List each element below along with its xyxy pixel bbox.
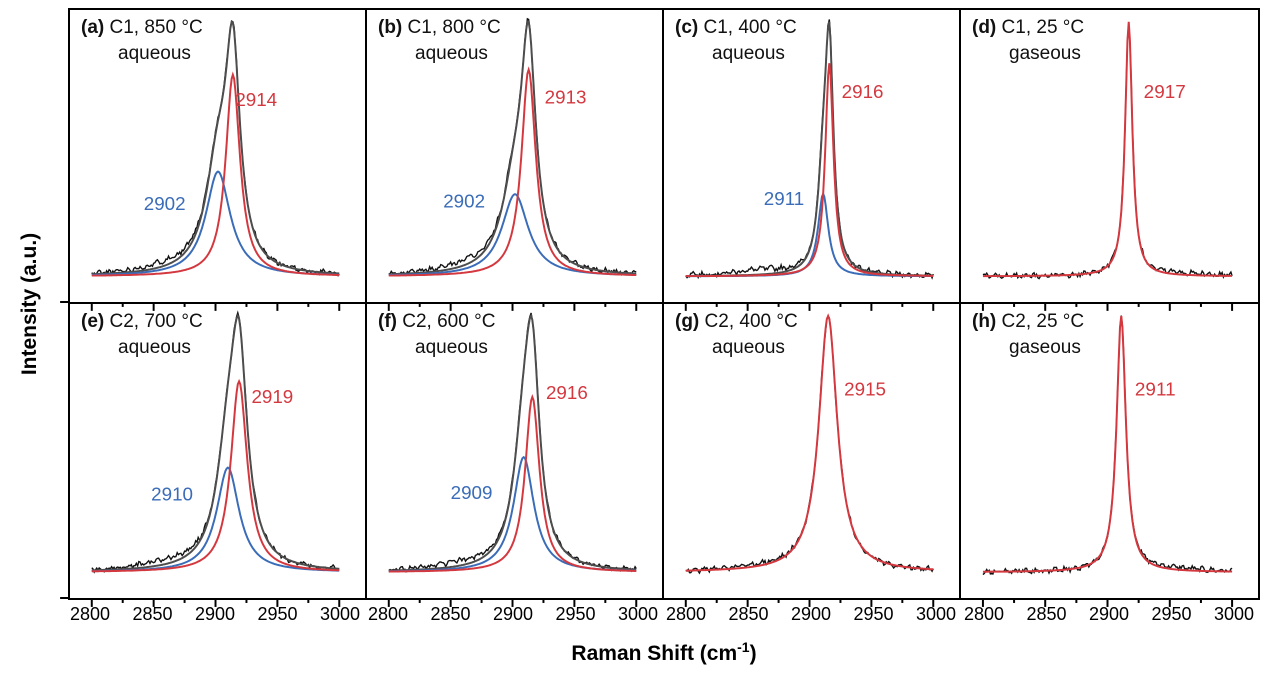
panel-condition: C1, 800 °C bbox=[407, 17, 501, 38]
x-axis-title-text: Raman Shift (cm bbox=[571, 642, 738, 665]
x-tick-label: 2900 bbox=[790, 604, 832, 624]
x-tick-label: 2900 bbox=[194, 604, 236, 624]
panel-condition: C2, 600 °C bbox=[402, 311, 496, 332]
peak-label-red: 2914 bbox=[235, 89, 277, 110]
panel-f: 2916 2909 (f) C2, 600 °C aqueous bbox=[367, 304, 664, 607]
peak-label-red: 2913 bbox=[545, 86, 587, 107]
panel-c: 2916 2911 (c) C1, 400 °C aqueous bbox=[664, 10, 961, 311]
panel-tag: (b) bbox=[378, 17, 403, 38]
panel-g: 2915 (g) C2, 400 °C aqueous bbox=[664, 304, 961, 607]
panel-tag: (g) bbox=[675, 311, 700, 332]
peak-label-red: 2916 bbox=[546, 382, 588, 403]
x-tick-label: 2950 bbox=[1151, 604, 1192, 624]
x-tick-label: 3000 bbox=[319, 604, 361, 624]
panel-caption-a: (a) C1, 850 °C aqueous bbox=[81, 15, 203, 67]
x-tick-label: 2800 bbox=[69, 604, 111, 624]
x-tick-label: 2850 bbox=[430, 604, 471, 624]
peak-label-red: 2919 bbox=[251, 386, 293, 407]
peak-label-blue: 2902 bbox=[144, 193, 186, 214]
x-tick-label: 2950 bbox=[257, 604, 298, 624]
panel-phase: gaseous bbox=[1009, 43, 1081, 65]
x-tick-label: 2800 bbox=[367, 604, 409, 624]
panel-phase: aqueous bbox=[712, 337, 785, 359]
panel-tag: (d) bbox=[972, 17, 997, 38]
x-tick-label: 3000 bbox=[915, 604, 957, 624]
panel-condition: C2, 25 °C bbox=[1001, 311, 1085, 332]
panel-caption-h: (h) C2, 25 °C gaseous bbox=[972, 309, 1084, 361]
x-tick-label: 2950 bbox=[853, 604, 894, 624]
spectrum-plot-h: 2911 bbox=[981, 315, 1234, 607]
panel-a: 2914 2902 (a) C1, 850 °C aqueous bbox=[60, 10, 367, 311]
peak-label-red: 2917 bbox=[1144, 81, 1186, 102]
peak-label-blue: 2910 bbox=[151, 483, 193, 504]
panel-phase: gaseous bbox=[1009, 337, 1081, 359]
panel-condition: C1, 25 °C bbox=[1001, 17, 1085, 38]
panel-condition: C2, 700 °C bbox=[109, 311, 203, 332]
panel-h: 2911 (h) C2, 25 °C gaseous bbox=[961, 304, 1258, 607]
peak-label-red: 2911 bbox=[1135, 379, 1176, 400]
x-tick-label: 3000 bbox=[617, 604, 659, 624]
panel-e: 2919 2910 (e) C2, 700 °C aqueous bbox=[60, 304, 367, 607]
y-axis-title: Intensity (a.u.) bbox=[18, 232, 41, 376]
peak-label-red: 2915 bbox=[844, 378, 886, 399]
panel-caption-c: (c) C1, 400 °C aqueous bbox=[675, 15, 797, 67]
x-tick-label: 2900 bbox=[492, 604, 534, 624]
panel-tag: (a) bbox=[81, 17, 105, 38]
x-tick-label: 2800 bbox=[665, 604, 707, 624]
panel-caption-f: (f) C2, 600 °C aqueous bbox=[378, 309, 495, 361]
x-axis-title-close: ) bbox=[749, 642, 757, 665]
x-axis-title: Raman Shift (cm-1) bbox=[68, 639, 1260, 666]
x-tick-label: 3000 bbox=[1213, 604, 1255, 624]
peak-label-blue: 2909 bbox=[451, 482, 493, 503]
x-tick-label: 2850 bbox=[728, 604, 769, 624]
x-tick-label: 2850 bbox=[132, 604, 173, 624]
spectrum-plot-d: 2917 bbox=[981, 21, 1234, 311]
spectrum-plot-c: 2916 2911 bbox=[684, 19, 935, 311]
peak-label-blue: 2902 bbox=[443, 191, 485, 212]
panel-phase: aqueous bbox=[415, 43, 488, 65]
panel-tag: (f) bbox=[378, 311, 397, 332]
panel-caption-e: (e) C2, 700 °C aqueous bbox=[81, 309, 203, 361]
panel-caption-g: (g) C2, 400 °C aqueous bbox=[675, 309, 798, 361]
x-tick-label: 2850 bbox=[1026, 604, 1067, 624]
x-tick-label: 2800 bbox=[963, 604, 1005, 624]
panel-d: 2917 (d) C1, 25 °C gaseous bbox=[961, 10, 1258, 311]
panel-condition: C1, 850 °C bbox=[109, 17, 203, 38]
peak-label-red: 2916 bbox=[842, 81, 884, 102]
panel-caption-b: (b) C1, 800 °C aqueous bbox=[378, 15, 501, 67]
x-tick-row: 2800 2850 2900 2950 3000 2800 2850 2900 2950 3000… bbox=[68, 600, 1260, 626]
panel-caption-d: (d) C1, 25 °C gaseous bbox=[972, 15, 1084, 67]
panel-condition: C1, 400 °C bbox=[703, 17, 797, 38]
x-tick-group-1: 2800 2850 2900 2950 3000 bbox=[366, 600, 664, 626]
peak-label-blue: 2911 bbox=[764, 188, 804, 209]
spectrum-plot-g: 2915 bbox=[684, 313, 935, 607]
spectrum-plot-a: 2914 2902 bbox=[60, 20, 341, 311]
x-tick-label: 2900 bbox=[1088, 604, 1130, 624]
panel-b: 2913 2902 (b) C1, 800 °C aqueous bbox=[367, 10, 664, 311]
spectrum-plot-b: 2913 2902 bbox=[387, 17, 638, 311]
panel-grid: 2914 2902 (a) C1, 850 °C aqueous 2913 2902… bbox=[60, 8, 1260, 607]
panel-condition: C2, 400 °C bbox=[704, 311, 798, 332]
panel-phase: aqueous bbox=[118, 43, 191, 65]
panel-phase: aqueous bbox=[415, 337, 488, 359]
panel-tag: (h) bbox=[972, 311, 997, 332]
panel-phase: aqueous bbox=[118, 337, 191, 359]
x-tick-group-3: 2800 2850 2900 2950 3000 bbox=[962, 600, 1260, 626]
spectrum-plot-f: 2916 2909 bbox=[387, 312, 638, 607]
x-tick-group-2: 2800 2850 2900 2950 3000 bbox=[664, 600, 962, 626]
panel-tag: (c) bbox=[675, 17, 699, 38]
spectrum-plot-e: 2919 2910 bbox=[60, 310, 341, 607]
panel-tag: (e) bbox=[81, 311, 105, 332]
x-tick-group-0: 2800 2850 2900 2950 3000 bbox=[68, 600, 366, 626]
x-axis-title-superscript: -1 bbox=[737, 639, 750, 655]
panel-phase: aqueous bbox=[712, 43, 785, 65]
x-tick-label: 2950 bbox=[555, 604, 596, 624]
